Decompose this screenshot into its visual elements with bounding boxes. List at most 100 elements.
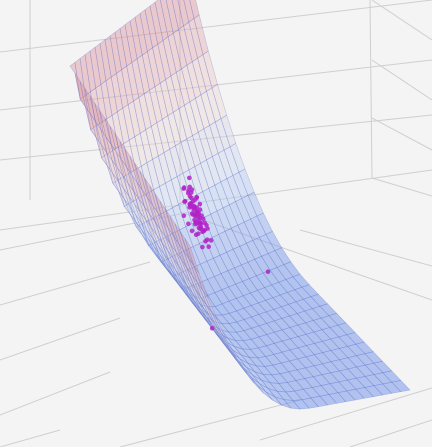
surface-cell-314 <box>213 325 229 339</box>
outlier-point-1 <box>265 269 271 275</box>
surface-cell-421 <box>246 366 262 381</box>
surface-cell-114 <box>147 189 161 218</box>
gridline-20 <box>349 419 432 447</box>
surface-cell-546 <box>329 381 348 394</box>
surface-cell-20 <box>94 103 107 138</box>
surface-cell-122 <box>149 86 163 124</box>
surface-cell-364 <box>220 339 236 360</box>
surface-cell-487 <box>288 313 307 326</box>
surface-cell-39 <box>111 160 124 189</box>
surface-cell-62 <box>123 202 137 228</box>
surface-cell-51 <box>117 180 131 207</box>
point-59 <box>187 175 192 181</box>
gridline-17 <box>259 387 432 441</box>
surface-cell-368 <box>226 175 243 203</box>
surface-cell-57 <box>123 198 137 223</box>
surface-cell-464 <box>271 281 288 296</box>
surface-cell-514 <box>305 331 324 344</box>
surface-cell-271 <box>199 304 216 316</box>
surface-cell-106 <box>145 125 159 160</box>
surface-cell-299 <box>184 238 200 274</box>
surface-cell-110 <box>142 190 156 222</box>
surface-cell-512 <box>304 308 322 321</box>
surface-cell-468 <box>273 351 291 364</box>
surface-cell-225 <box>186 284 202 299</box>
surface-cell-91 <box>134 12 148 56</box>
surface-cell-497 <box>283 399 301 410</box>
surface-cell-510 <box>301 284 319 298</box>
surface-cell-346 <box>217 149 234 180</box>
surface-cell-410 <box>250 336 267 349</box>
surface-cell-559 <box>347 366 366 379</box>
surface-cell-556 <box>347 377 366 390</box>
surface-cell-515 <box>305 343 324 356</box>
gridline-12 <box>0 261 151 306</box>
surface-cell-458 <box>272 294 290 308</box>
surface-cell-103 <box>142 235 155 254</box>
surface-cell-476 <box>281 315 299 328</box>
surface-cell-466 <box>273 318 291 331</box>
surface-cell-31 <box>105 76 118 116</box>
surface-cell-440 <box>258 234 276 254</box>
surface-cell-401 <box>240 354 258 367</box>
gridline-18 <box>119 399 301 447</box>
surface-cell-151 <box>160 259 174 279</box>
surface-cell-362 <box>228 321 245 333</box>
surface-cell-191 <box>167 32 182 73</box>
surface-cell-518 <box>304 376 322 388</box>
outlier-point-0 <box>209 326 215 331</box>
surface-cell-480 <box>280 360 298 373</box>
surface-cell-459 <box>273 329 291 342</box>
surface-cell-418 <box>250 314 268 327</box>
surface-cell-201 <box>164 208 179 244</box>
surface-cell-178 <box>173 229 188 254</box>
surface-cell-101 <box>139 129 153 164</box>
surface-mesh <box>69 0 411 410</box>
surface-cell-389 <box>243 305 260 318</box>
surface-cell-473 <box>278 279 296 293</box>
surface-cell-315 <box>211 327 227 343</box>
surface-cell-550 <box>338 368 357 381</box>
surface-cell-570 <box>373 372 393 385</box>
surface-cell-276 <box>188 18 204 59</box>
surface-cell-371 <box>232 245 249 266</box>
surface-cell-28 <box>106 150 119 184</box>
surface-cell-325 <box>219 251 235 272</box>
surface-cell-575 <box>391 380 411 393</box>
surface-cell-105 <box>141 50 156 91</box>
surface-cell-221 <box>175 68 191 106</box>
surface-cell-329 <box>214 331 230 352</box>
surface-cell-374 <box>235 295 252 309</box>
surface-cell-189 <box>159 200 174 236</box>
surface-cell-395 <box>235 198 251 223</box>
surface-cell-275 <box>186 267 202 298</box>
surface-cell-121 <box>147 47 161 88</box>
surface-cell-197 <box>178 283 193 303</box>
surface-cell-349 <box>227 267 243 285</box>
surface-cell-125 <box>153 186 167 215</box>
surface-cell-247 <box>188 293 203 316</box>
surface-cell-147 <box>154 82 169 120</box>
surface-cell-140 <box>159 182 173 212</box>
surface-cell-156 <box>167 255 181 277</box>
surface-cell-192 <box>172 108 188 143</box>
surface-cell-447 <box>259 383 276 398</box>
point-69 <box>196 212 201 217</box>
surface-cell-375 <box>236 307 253 320</box>
surface-cell-139 <box>157 152 172 184</box>
surface-cell-100 <box>134 163 148 198</box>
point-12 <box>200 244 205 250</box>
surface-cell-454 <box>260 379 278 392</box>
surface-cell-183 <box>172 275 187 295</box>
surface-cell-211 <box>180 138 196 171</box>
surface-cell-311 <box>214 303 230 316</box>
surface-cell-277 <box>197 128 213 161</box>
surface-cell-320 <box>200 297 216 325</box>
surface-cell-361 <box>228 298 245 312</box>
surface-cell-29 <box>106 165 119 192</box>
surface-cell-369 <box>228 201 245 226</box>
surface-cell-210 <box>172 28 188 70</box>
surface-cell-83 <box>135 195 149 225</box>
surface-cell-40 <box>109 125 122 160</box>
surface-cell-80 <box>133 97 147 134</box>
